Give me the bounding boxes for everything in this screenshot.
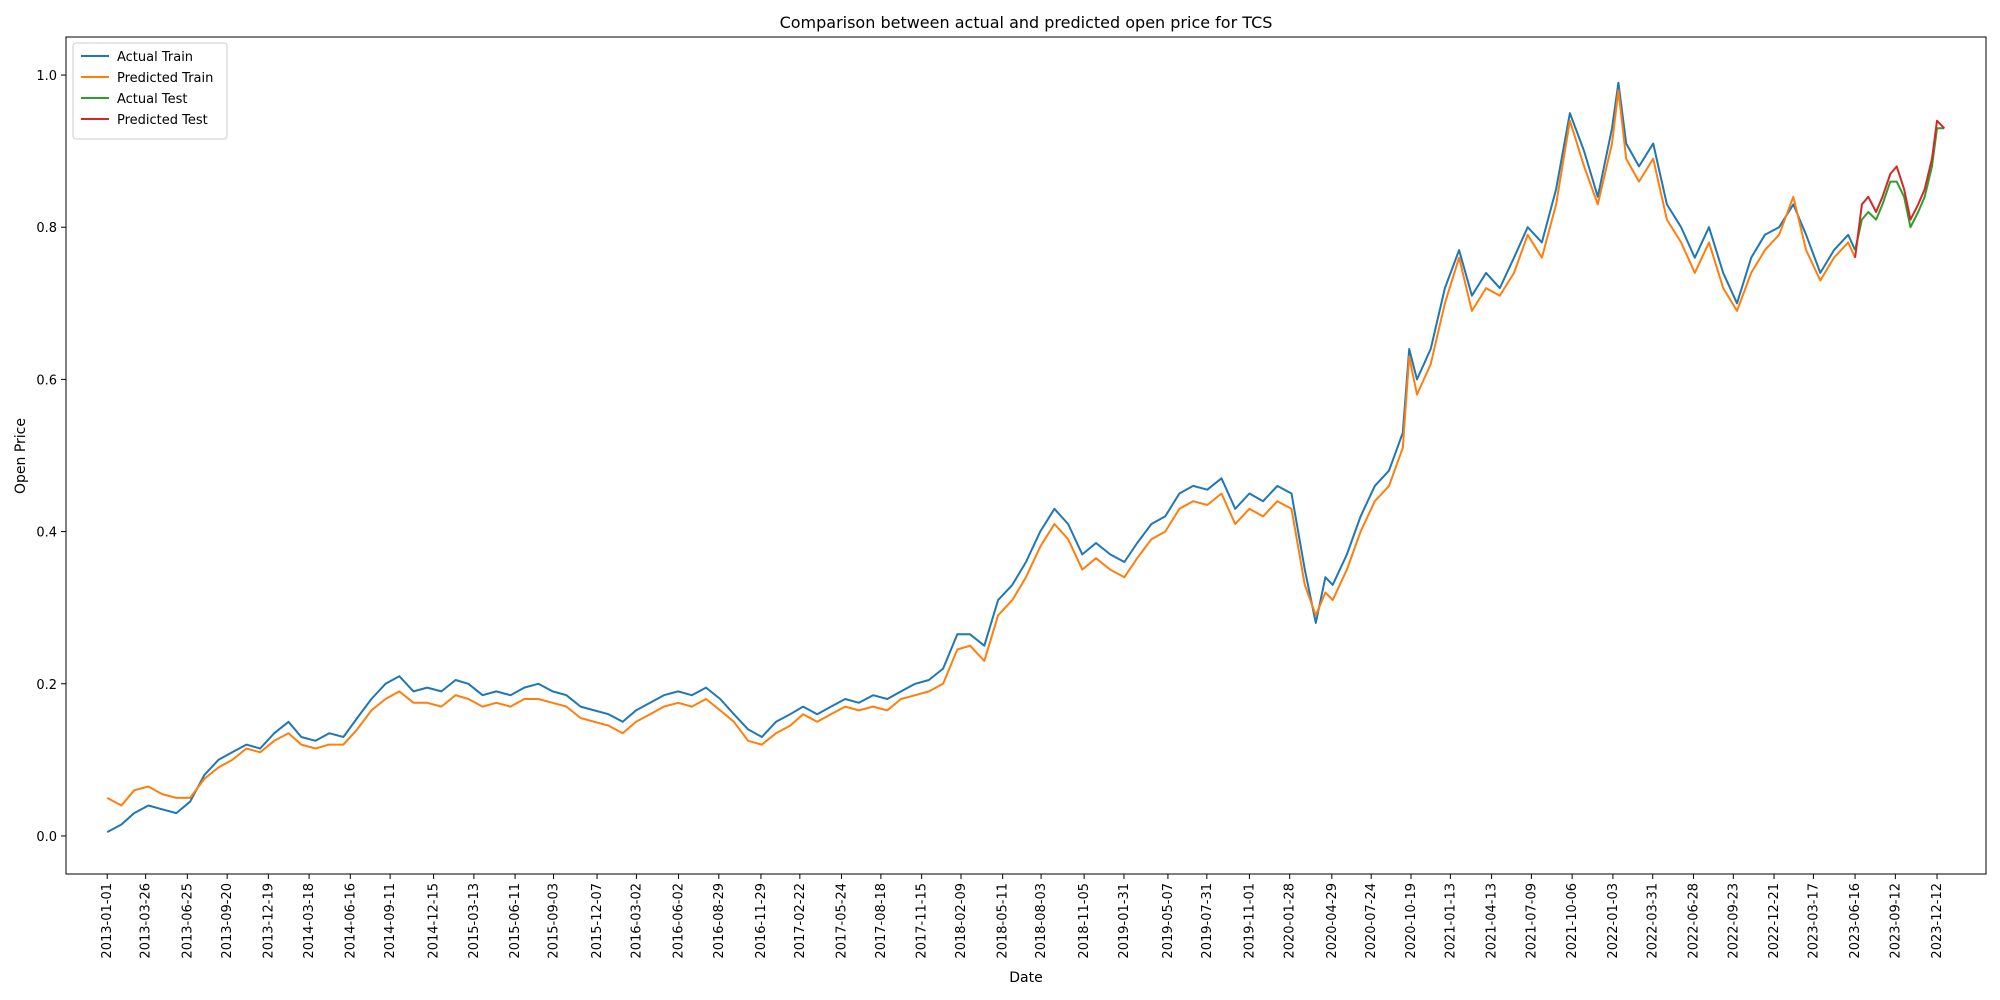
x-tick-label: 2020-04-29 <box>1325 883 1340 959</box>
x-tick-label: 2016-08-29 <box>712 883 727 959</box>
y-tick-label: 0.2 <box>36 678 57 693</box>
x-tick-label: 2021-07-09 <box>1524 883 1539 959</box>
chart-title: Comparison between actual and predicted … <box>780 13 1273 32</box>
plot-area <box>65 36 1987 875</box>
y-tick-label: 0.0 <box>36 830 57 845</box>
legend-box <box>72 42 228 140</box>
x-tick-label: 2014-09-11 <box>383 883 398 959</box>
x-tick-label: 2019-11-01 <box>1242 883 1257 959</box>
x-axis-label: Date <box>1009 970 1042 986</box>
x-tick-label: 2020-10-19 <box>1404 883 1419 959</box>
x-tick-label: 2013-12-19 <box>261 883 276 959</box>
x-tick-label: 2014-12-15 <box>427 883 442 959</box>
x-tick-label: 2022-06-28 <box>1686 883 1701 959</box>
x-tick-label: 2017-08-18 <box>874 883 889 959</box>
x-tick-label: 2022-01-03 <box>1606 883 1621 959</box>
x-tick-label: 2023-03-17 <box>1806 883 1821 959</box>
x-tick-label: 2019-07-31 <box>1200 883 1215 959</box>
x-tick-label: 2017-11-15 <box>915 883 930 959</box>
legend-label: Predicted Train <box>117 71 213 86</box>
x-tick-label: 2022-09-23 <box>1726 883 1741 959</box>
series-line-predicted-test <box>1854 119 1946 258</box>
series-line-predicted-train <box>106 89 1857 807</box>
x-tick-label: 2013-01-01 <box>100 883 115 959</box>
x-tick-label: 2013-06-25 <box>180 883 195 959</box>
x-tick-label: 2016-03-02 <box>629 883 644 959</box>
x-tick-label: 2017-02-22 <box>793 883 808 959</box>
x-tick-label: 2014-03-18 <box>302 883 317 959</box>
y-tick-label: 0.4 <box>36 526 57 541</box>
x-tick-label: 2018-05-11 <box>996 883 1011 959</box>
y-tick-label: 1.0 <box>36 69 57 84</box>
x-tick-label: 2022-03-31 <box>1646 883 1661 959</box>
x-tick-label: 2019-05-07 <box>1161 883 1176 959</box>
x-tick-label: 2013-09-20 <box>220 883 235 959</box>
x-tick-label: 2015-09-03 <box>547 883 562 959</box>
x-tick-label: 2016-06-02 <box>672 883 687 959</box>
x-tick-label: 2021-01-13 <box>1443 883 1458 959</box>
legend-label: Actual Train <box>117 50 193 65</box>
x-tick-label: 2017-05-24 <box>835 883 850 959</box>
x-tick-label: 2018-02-09 <box>954 883 969 959</box>
x-tick-label: 2013-03-26 <box>139 883 154 959</box>
x-axis: 2013-01-01 2013-03-26 2013-06-25 2013-09-20… <box>100 874 1945 959</box>
x-tick-label: 2022-12-21 <box>1767 883 1782 959</box>
y-axis-label: Open Price <box>13 418 29 494</box>
y-tick-label: 0.8 <box>36 221 57 236</box>
x-tick-label: 2021-10-06 <box>1565 883 1580 959</box>
x-tick-label: 2015-12-07 <box>590 883 605 959</box>
x-tick-label: 2023-12-12 <box>1930 883 1945 959</box>
x-tick-label: 2015-06-11 <box>508 883 523 959</box>
x-tick-label: 2018-08-03 <box>1034 883 1049 959</box>
legend: Actual Train Predicted Train Actual Test Pr… <box>72 42 228 140</box>
legend-label: Predicted Test <box>117 113 208 128</box>
x-tick-label: 2016-11-29 <box>754 883 769 959</box>
x-tick-label: 2020-07-24 <box>1364 883 1379 959</box>
x-tick-label: 2014-06-16 <box>343 883 358 959</box>
x-tick-label: 2015-03-13 <box>467 883 482 959</box>
x-tick-label: 2019-01-31 <box>1117 883 1132 959</box>
legend-label: Actual Test <box>117 92 187 107</box>
x-tick-label: 2020-01-28 <box>1283 883 1298 959</box>
x-tick-label: 2023-06-16 <box>1848 883 1863 959</box>
x-tick-label: 2021-04-13 <box>1485 883 1500 959</box>
y-tick-label: 0.6 <box>36 373 57 388</box>
y-axis: 0.0 0.2 0.4 0.6 0.8 1.0 <box>36 69 66 845</box>
series-line-actual-test <box>1854 127 1945 251</box>
x-tick-label: 2018-11-05 <box>1077 883 1092 959</box>
series-lines <box>106 81 1946 833</box>
x-tick-label: 2023-09-12 <box>1888 883 1903 959</box>
series-line-actual-train <box>106 81 1857 833</box>
